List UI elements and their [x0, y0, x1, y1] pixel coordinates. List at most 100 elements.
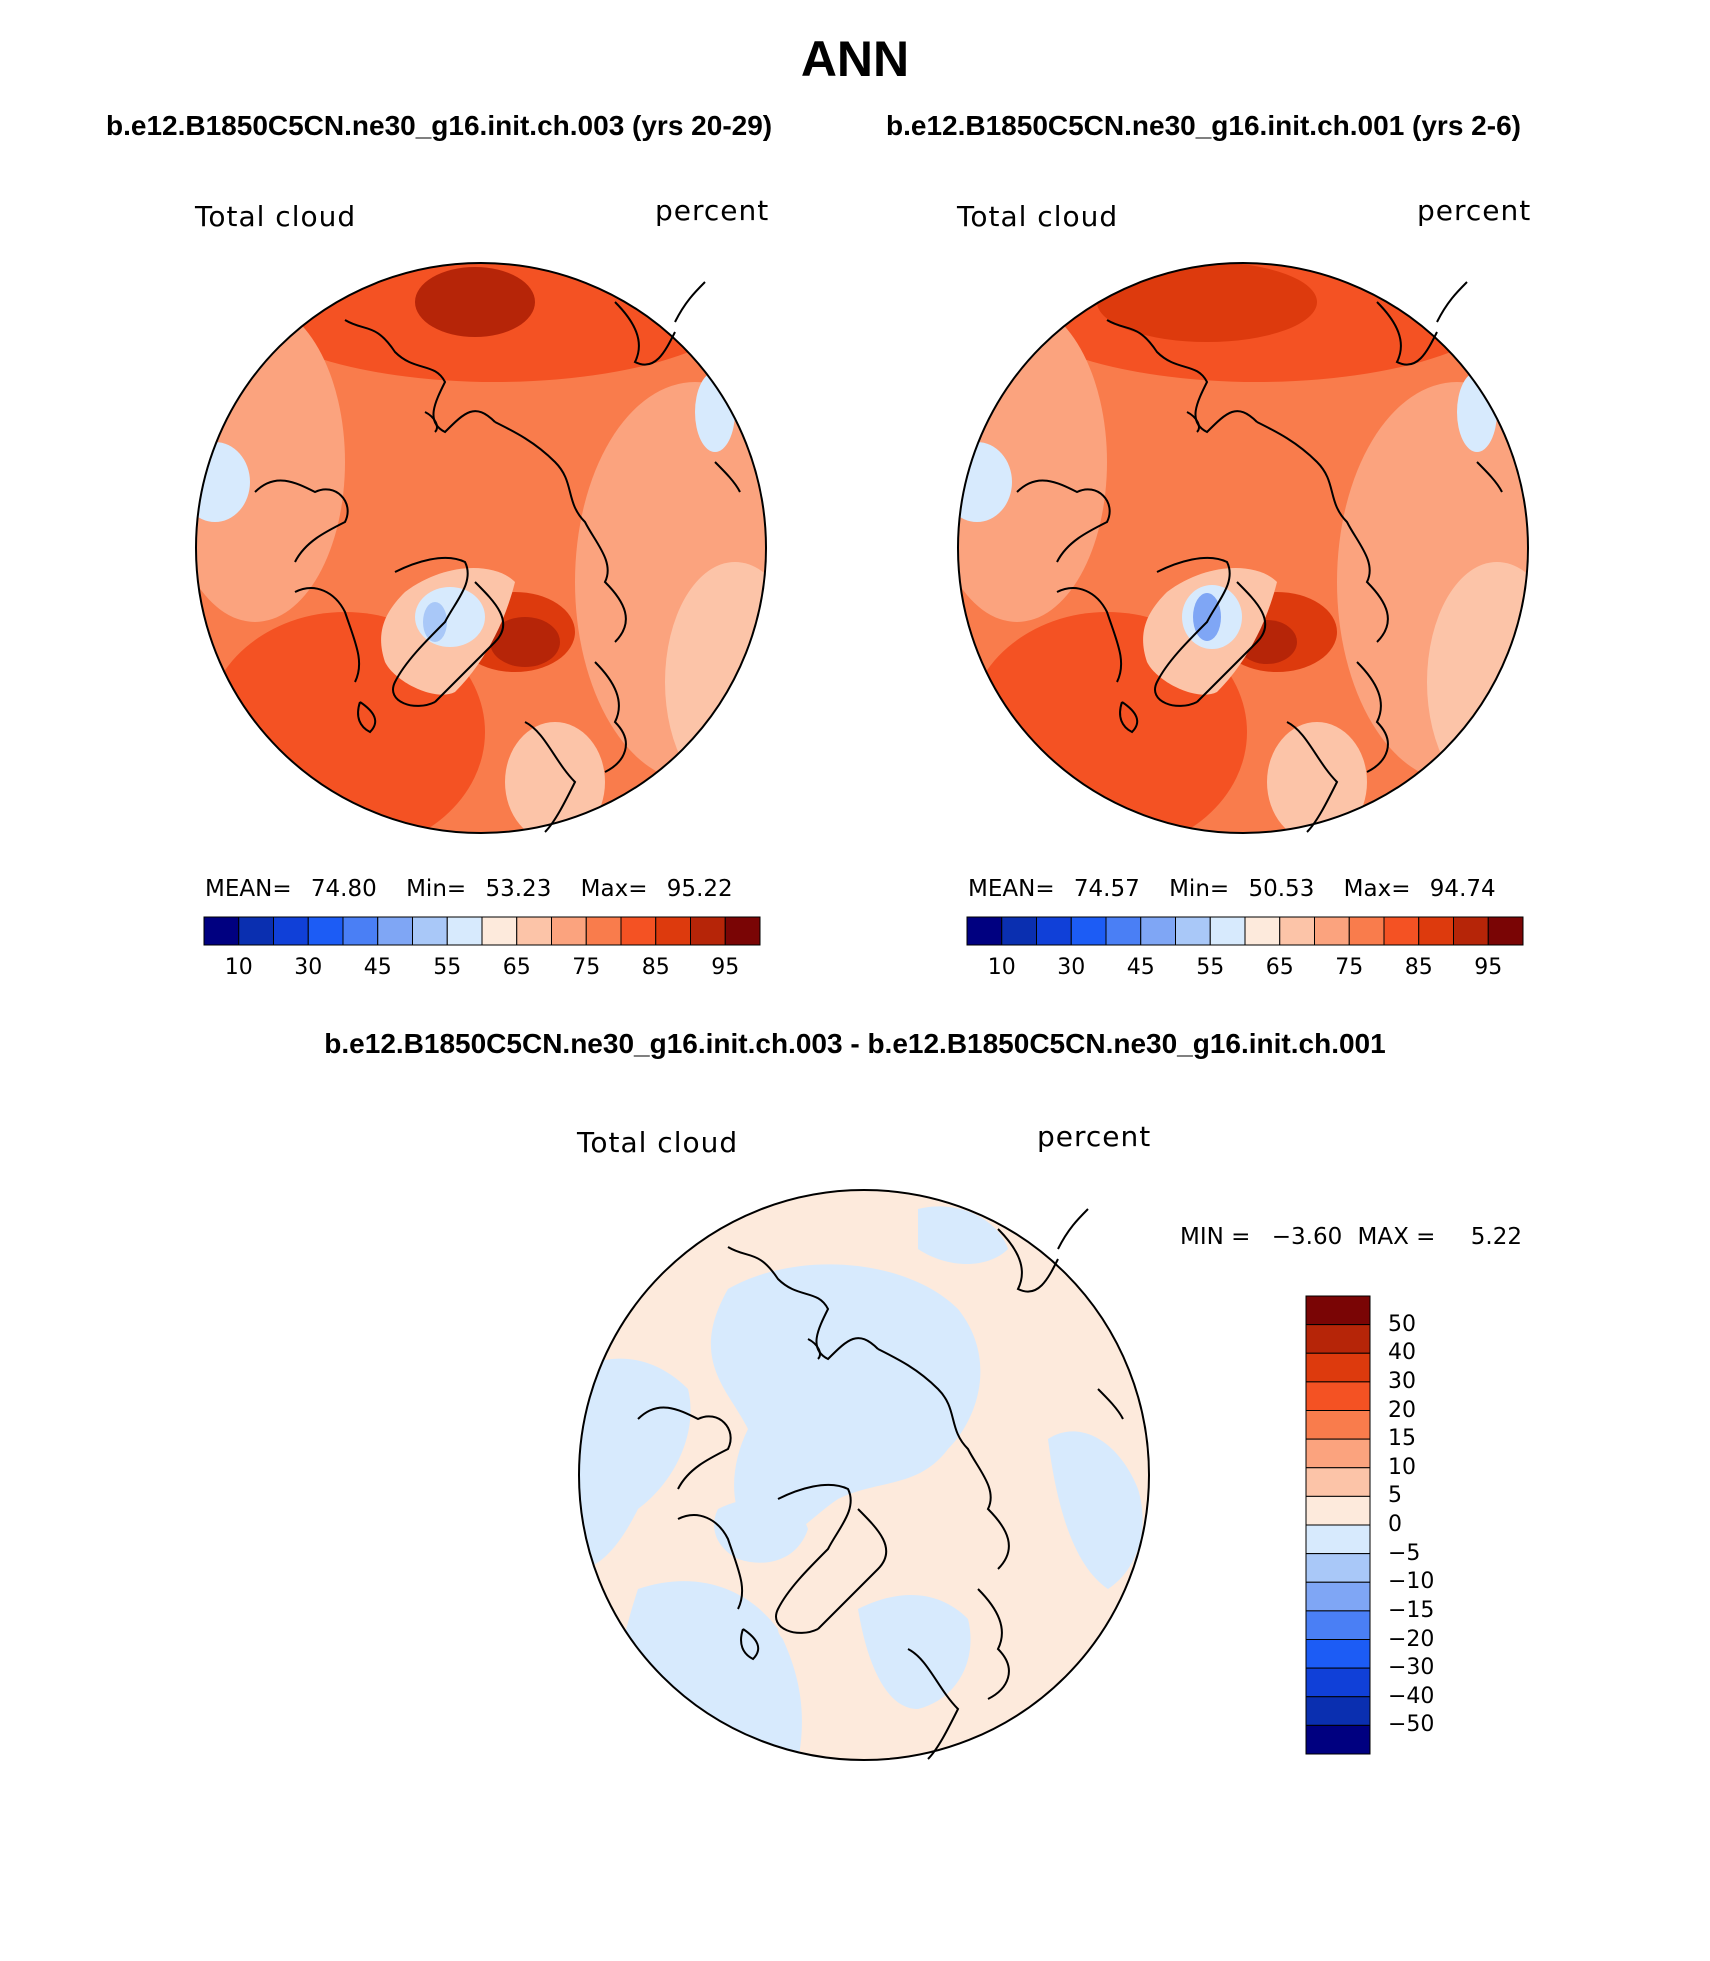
- colorbar-swatch: [412, 916, 448, 946]
- colorbar-swatch: [1001, 916, 1037, 946]
- colorbar-tick-label: −20: [1388, 1626, 1435, 1652]
- map3-field-blue-ne: [918, 1206, 1008, 1264]
- colorbar-swatch: [377, 916, 413, 946]
- colorbar-tick-label: 30: [1388, 1368, 1416, 1394]
- colorbar-swatch: [1244, 916, 1281, 946]
- panel-2-max-label: Max=: [1343, 876, 1411, 902]
- colorbar-swatch: [1070, 916, 1107, 946]
- colorbar-tick-label: 50: [1388, 1311, 1416, 1337]
- panel-2-stats: MEAN= 74.57 Min= 50.53 Max= 94.74: [968, 876, 1496, 902]
- colorbar-tick-label: −10: [1388, 1569, 1435, 1595]
- map2-field-north-peak: [1097, 263, 1317, 342]
- map3-field-pale-iceland: [778, 1611, 838, 1647]
- colorbar-tick-label: 30: [294, 955, 323, 980]
- colorbar-swatch: [1305, 1639, 1371, 1669]
- colorbar-swatch: [1209, 916, 1246, 946]
- map1-field-europe-pale: [505, 722, 605, 833]
- panel-2-polar-map: [957, 262, 1529, 834]
- panel-1-min-label: Min=: [406, 876, 467, 902]
- colorbar-swatch: [1305, 1295, 1371, 1326]
- diff-max-label: MAX =: [1357, 1224, 1436, 1250]
- colorbar-tick-label: −30: [1388, 1655, 1435, 1681]
- colorbar-tick-label: 85: [1404, 955, 1433, 980]
- colorbar-swatch: [690, 916, 726, 946]
- colorbar-swatch: [620, 916, 657, 946]
- map1-coastlines: [254, 281, 741, 833]
- colorbar-tick-label: 65: [502, 955, 531, 980]
- panel-2-mean-value: 74.57: [1073, 876, 1140, 902]
- panel-2-units-label: percent: [1417, 194, 1532, 227]
- panel-1-variable-label: Total cloud: [195, 200, 357, 233]
- colorbar-tick-label: 75: [572, 955, 601, 980]
- map2-field-west-blue: [958, 442, 1012, 522]
- diff-units-label: percent: [1037, 1120, 1152, 1153]
- colorbar-tick-label: 95: [1474, 955, 1503, 980]
- map2-field-west-low: [958, 302, 1107, 622]
- colorbar-tick-label: 65: [1265, 955, 1294, 980]
- diff-min-value: −3.60: [1271, 1224, 1343, 1250]
- colorbar-swatch: [1348, 916, 1385, 946]
- difference-title: b.e12.B1850C5CN.ne30_g16.init.ch.003 - b…: [324, 1028, 1386, 1059]
- map2-outline: [957, 262, 1529, 834]
- colorbar-tick-label: 10: [987, 955, 1016, 980]
- colorbar-tick-label: 10: [224, 955, 253, 980]
- map1-field-greenland-blue2: [423, 602, 447, 642]
- panel-1-max-label: Max=: [580, 876, 648, 902]
- diff-minmax: MIN = −3.60 MAX = 5.22: [1180, 1224, 1522, 1250]
- panel-2-min-label: Min=: [1169, 876, 1230, 902]
- colorbar-swatch: [966, 916, 1003, 946]
- colorbar-swatch: [1418, 916, 1454, 946]
- colorbar-swatch: [1305, 1553, 1371, 1583]
- colorbar-swatch: [342, 916, 379, 946]
- colorbar-tick-label: 75: [1335, 955, 1364, 980]
- colorbar-tick-label: −5: [1388, 1540, 1421, 1566]
- colorbar-swatch: [1305, 1467, 1371, 1497]
- colorbar-swatch: [551, 916, 587, 946]
- colorbar-swatch: [238, 916, 274, 946]
- panel-1-case-title: b.e12.B1850C5CN.ne30_g16.init.ch.003 (yr…: [106, 110, 773, 141]
- colorbar-swatch: [1453, 916, 1489, 946]
- colorbar-tick-label: −40: [1388, 1683, 1435, 1709]
- map2-coastlines: [1016, 281, 1503, 833]
- map1-field-west-low: [196, 302, 345, 622]
- colorbar-swatch: [481, 916, 518, 946]
- colorbar-swatch: [273, 916, 309, 946]
- colorbar-tick-label: 10: [1388, 1454, 1416, 1480]
- colorbar-tick-label: 20: [1388, 1397, 1416, 1423]
- panel-2-case-title: b.e12.B1850C5CN.ne30_g16.init.ch.001 (yr…: [886, 110, 1521, 141]
- map2-field-east-pale: [1427, 562, 1528, 802]
- colorbar-tick-label: 45: [1126, 955, 1155, 980]
- diff-max-value: 5.22: [1470, 1224, 1522, 1250]
- panel-1-stats: MEAN= 74.80 Min= 53.23 Max= 95.22: [205, 876, 733, 902]
- map2-field-greenland-blue2: [1193, 593, 1221, 641]
- colorbar-tick-label: 15: [1388, 1426, 1416, 1452]
- colorbar-tick-label: 85: [641, 955, 670, 980]
- map1-field-barents-peak: [490, 617, 560, 667]
- panel-2-colorbar-ticks: 10 30 45 55 65 75 85 95: [967, 955, 1523, 985]
- colorbar-tick-label: −50: [1388, 1712, 1435, 1738]
- difference-colorbar: [1305, 1295, 1371, 1755]
- panel-1-mean-value: 74.80: [310, 876, 377, 902]
- map3-field-blue-west: [579, 1358, 691, 1569]
- colorbar-swatch: [516, 916, 552, 946]
- map3-coastlines: [637, 1208, 1124, 1760]
- colorbar-tick-label: 0: [1388, 1512, 1402, 1537]
- colorbar-swatch: [1383, 916, 1420, 946]
- colorbar-swatch: [585, 916, 622, 946]
- colorbar-tick-label: 95: [711, 955, 740, 980]
- colorbar-swatch: [1305, 1438, 1371, 1469]
- panel-2-max-value: 94.74: [1429, 876, 1496, 902]
- panel-1-max-value: 95.22: [666, 876, 733, 902]
- colorbar-swatch: [1305, 1696, 1371, 1726]
- difference-colorbar-ticks: 50 40 30 20 15 10 5 0 −5 −10 −15 −20 −30 −40 −50: [1388, 1296, 1468, 1756]
- colorbar-swatch: [1305, 1581, 1371, 1612]
- panel-1-min-value: 53.23: [485, 876, 552, 902]
- colorbar-swatch: [1305, 1410, 1371, 1440]
- panel-1-mean-label: MEAN=: [205, 876, 292, 902]
- map3-outline: [578, 1189, 1150, 1761]
- colorbar-tick-label: 45: [363, 955, 392, 980]
- panel-2-colorbar: [966, 916, 1524, 946]
- colorbar-swatch: [1305, 1724, 1371, 1755]
- panel-1-colorbar-ticks: 10 30 45 55 65 75 85 95: [204, 955, 760, 985]
- colorbar-swatch: [1305, 1495, 1371, 1526]
